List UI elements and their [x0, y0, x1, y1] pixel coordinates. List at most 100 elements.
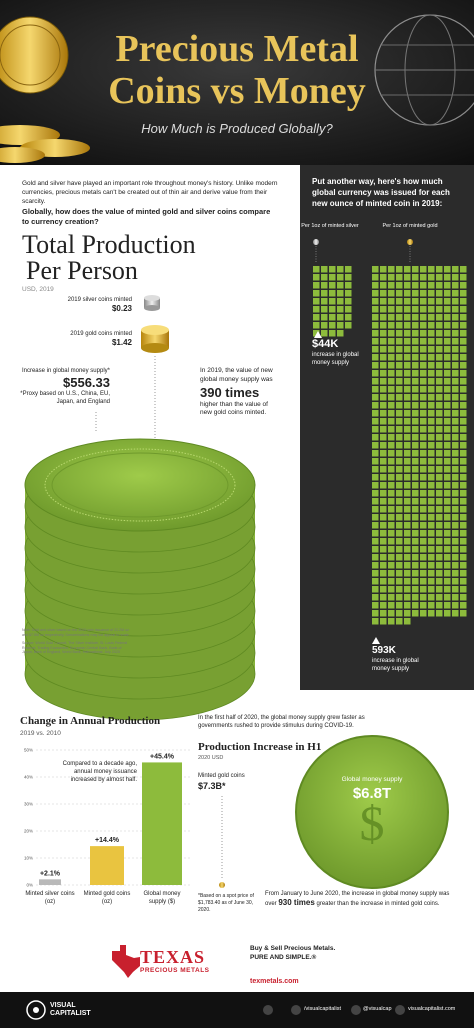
grid-cell	[452, 538, 459, 545]
grid-cell	[380, 386, 387, 393]
grid-cell	[412, 338, 419, 345]
grid-cell	[412, 354, 419, 361]
grid-cell	[428, 490, 435, 497]
grid-cell	[428, 474, 435, 481]
grid-cell	[396, 370, 403, 377]
grid-cell	[372, 506, 379, 513]
grid-cell	[404, 370, 411, 377]
grid-cell	[388, 362, 395, 369]
grid-cell	[388, 602, 395, 609]
grid-cell	[380, 354, 387, 361]
grid-cell	[452, 578, 459, 585]
grid-cell	[388, 570, 395, 577]
grid-cell	[329, 306, 336, 313]
grid-cell	[388, 522, 395, 529]
vc-logo	[26, 1000, 46, 1020]
pointer	[372, 637, 380, 644]
grid-cell	[313, 314, 320, 321]
grid-cell	[396, 306, 403, 313]
grid-cell	[404, 442, 411, 449]
grid-cell	[452, 322, 459, 329]
grid-cell	[452, 522, 459, 529]
grid-cell	[380, 450, 387, 457]
grid-cell	[420, 610, 427, 617]
grid-cell	[380, 458, 387, 465]
grid-cell	[404, 266, 411, 273]
grid-cell	[428, 498, 435, 505]
value: $44K	[312, 338, 339, 350]
grid-cell	[420, 586, 427, 593]
grid-cell	[404, 466, 411, 473]
social-link[interactable]: @visualcap	[363, 1006, 392, 1012]
grid-cell	[388, 330, 395, 337]
grid-cell	[452, 458, 459, 465]
grid-cell	[428, 522, 435, 529]
silver-stat: 2019 silver coins minted $0.23	[60, 296, 132, 315]
grid-cell	[452, 498, 459, 505]
grid-cell	[372, 354, 379, 361]
grid-cell	[452, 346, 459, 353]
grid-cell	[420, 474, 427, 481]
grid-cell	[412, 498, 419, 505]
grid-cell	[452, 434, 459, 441]
grid-cell	[420, 322, 427, 329]
gold-dot	[219, 882, 225, 888]
grid-cell	[388, 442, 395, 449]
grid-cell	[428, 362, 435, 369]
unit: USD, 2019	[22, 286, 54, 293]
grid-cell	[321, 306, 328, 313]
y-tick-label: 0%	[26, 883, 33, 888]
grid-cell	[404, 434, 411, 441]
grid-cell	[436, 298, 443, 305]
grid-cell	[396, 346, 403, 353]
grid-cell	[396, 330, 403, 337]
grid-cell	[388, 618, 395, 625]
grid-cell	[372, 346, 379, 353]
text: greater than the increase in minted gold…	[316, 901, 440, 908]
grid-cell	[460, 578, 467, 585]
grid-cell	[396, 458, 403, 465]
grid-cell	[460, 362, 467, 369]
grid-cell	[428, 530, 435, 537]
grid-cell	[337, 298, 344, 305]
grid-cell	[404, 530, 411, 537]
grid-cell	[313, 306, 320, 313]
grid-cell	[396, 418, 403, 425]
grid-cell	[380, 506, 387, 513]
grid-cell	[372, 290, 379, 297]
grid-cell	[345, 314, 352, 321]
grid-cell	[388, 418, 395, 425]
grid-cell	[436, 418, 443, 425]
grid-cell	[396, 322, 403, 329]
grid-cell	[412, 402, 419, 409]
grid-cell	[380, 434, 387, 441]
grid-cell	[452, 378, 459, 385]
grid-cell	[444, 386, 451, 393]
ad-url[interactable]: texmetals.com	[250, 978, 299, 985]
social-link[interactable]: visualcapitalist.com	[408, 1006, 456, 1012]
grid-cell	[412, 546, 419, 553]
grid-cell	[404, 610, 411, 617]
grid-cell	[372, 482, 379, 489]
silver-coin-icon	[144, 295, 160, 311]
social-link[interactable]: /visualcapitalist	[304, 1006, 341, 1012]
grid-cell	[404, 618, 411, 625]
grid-cell	[337, 330, 344, 337]
grid-cell	[420, 402, 427, 409]
grid-cell	[404, 426, 411, 433]
grid-cell	[436, 330, 443, 337]
grid-cell	[380, 306, 387, 313]
section-title: Total Production Per Person	[22, 232, 196, 284]
grid-cell	[337, 314, 344, 321]
ad-brand: TEXAS	[140, 947, 206, 967]
grid-cell	[388, 578, 395, 585]
grid-cell	[452, 282, 459, 289]
grid-cell	[412, 450, 419, 457]
grid-cell	[460, 442, 467, 449]
grid-header: Per 1oz of minted silver	[301, 223, 359, 229]
grid-cell	[420, 410, 427, 417]
grid-cell	[404, 594, 411, 601]
grid-cell	[412, 346, 419, 353]
texas-logo	[112, 945, 140, 978]
grid-cell	[372, 442, 379, 449]
